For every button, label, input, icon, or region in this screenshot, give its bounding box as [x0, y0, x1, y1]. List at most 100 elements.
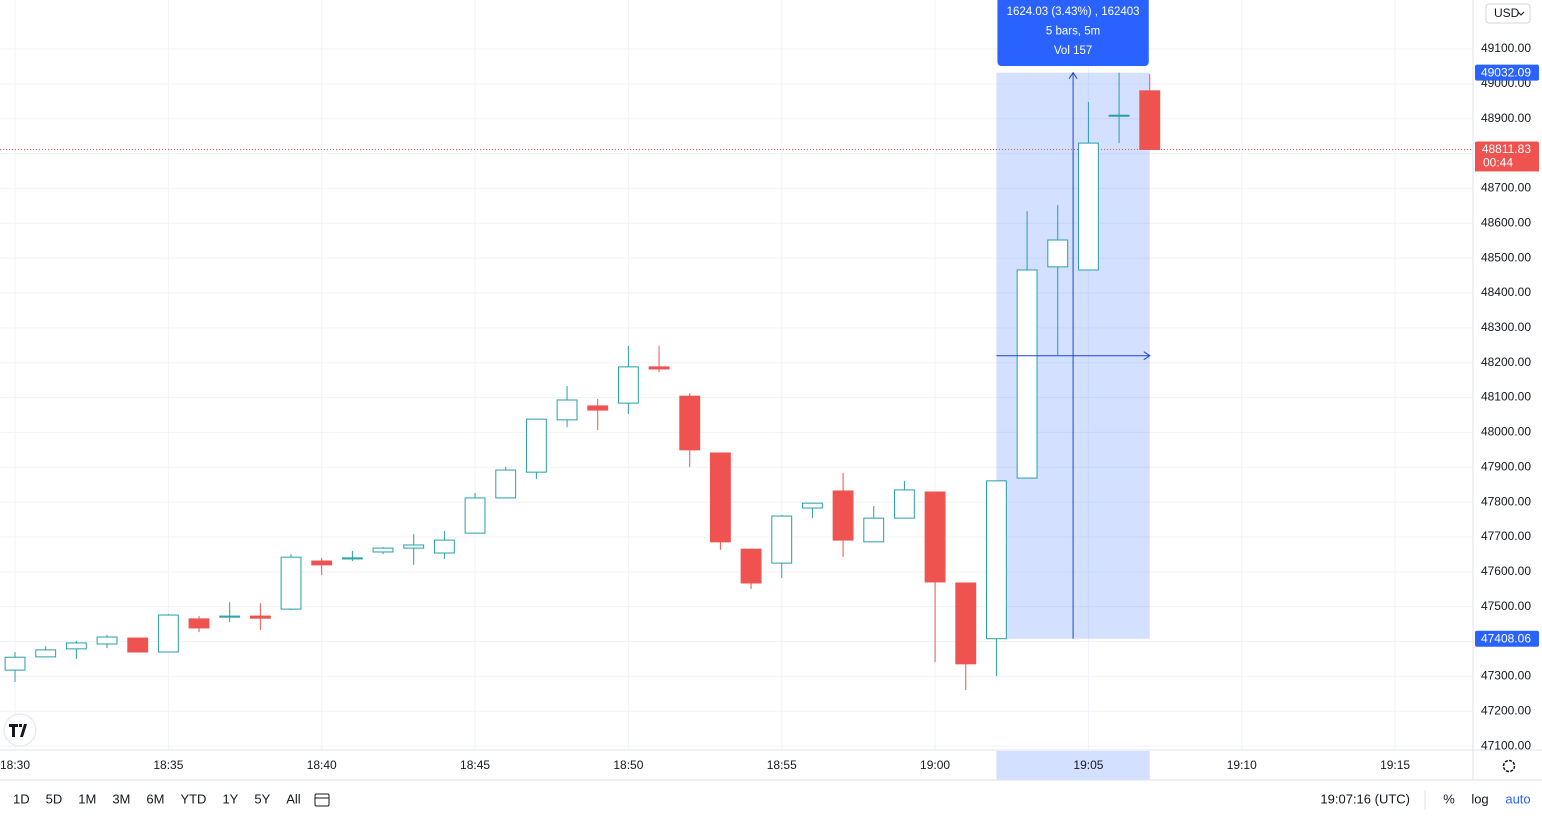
y-tick-label: 48500.00 [1481, 250, 1531, 264]
countdown-bg [1475, 156, 1539, 172]
x-tick-label: 19:10 [1227, 758, 1257, 772]
x-tick-label: 18:45 [460, 758, 490, 772]
candle-body [4, 656, 26, 671]
y-tick-label: 47500.00 [1481, 599, 1531, 613]
calendar-icon[interactable] [314, 793, 330, 807]
candle-body [219, 615, 241, 618]
candle-body [832, 490, 854, 541]
candle-body [709, 452, 731, 543]
candle-body [863, 517, 885, 543]
period-button[interactable]: All [286, 791, 301, 806]
currency: USD [1494, 6, 1520, 20]
y-tick-label: 47900.00 [1481, 459, 1531, 473]
period-button[interactable]: 3M [112, 791, 130, 806]
price-label-bg [1475, 630, 1539, 647]
price-label-bg [1475, 64, 1539, 81]
candle-body [740, 548, 762, 584]
y-tick-label: 47300.00 [1481, 669, 1531, 683]
measure-text: Vol 157 [1054, 45, 1092, 57]
candle-body [679, 395, 701, 451]
price-label: 49032.09 [1481, 65, 1531, 79]
y-tick-label: 47100.00 [1481, 738, 1531, 752]
candle-body [617, 366, 639, 404]
candle-body [188, 618, 210, 629]
measure-text: 1624.03 (3.43%) , 162403 [1007, 6, 1140, 18]
x-tick-label: 18:40 [307, 758, 337, 772]
candle-body [1077, 142, 1099, 271]
measure-tooltip [997, 0, 1149, 66]
y-tick-label: 47700.00 [1481, 529, 1531, 543]
period-button[interactable]: 5Y [254, 791, 270, 806]
x-tick-label: 19:00 [920, 758, 950, 772]
y-tick-label: 48100.00 [1481, 390, 1531, 404]
candle-body [893, 489, 915, 519]
candle-body [648, 366, 670, 370]
y-tick-label: 49100.00 [1481, 41, 1531, 55]
candle-body [1047, 239, 1069, 268]
y-tick-label: 47800.00 [1481, 494, 1531, 508]
candle-body [280, 556, 302, 610]
candle-body [403, 544, 425, 549]
y-tick-label: 47600.00 [1481, 564, 1531, 578]
candle-body [372, 547, 394, 553]
candle-body [311, 560, 333, 566]
logo [3, 713, 37, 747]
settings-icon[interactable] [1502, 759, 1516, 773]
grid [0, 0, 1473, 750]
x-tick-label: 18:55 [767, 758, 797, 772]
x-tick-label: 19:15 [1380, 758, 1410, 772]
period-button[interactable]: YTD [180, 791, 206, 806]
candle-body [801, 502, 823, 509]
y-tick-label: 48000.00 [1481, 425, 1531, 439]
y-tick-label: 48700.00 [1481, 181, 1531, 195]
price-label: 48811.83 [1482, 142, 1531, 156]
candle-body [1139, 90, 1161, 150]
clock: 19:07:16 (UTC) [1320, 791, 1410, 806]
period-button[interactable]: 1M [78, 791, 96, 806]
y-tick-label: 48900.00 [1481, 111, 1531, 125]
candle-body [96, 636, 118, 645]
y-tick-label: 47200.00 [1481, 703, 1531, 717]
period-button[interactable]: 1D [13, 791, 30, 806]
price-label-bg [1475, 141, 1539, 158]
candle-body [65, 642, 87, 650]
period-button[interactable]: 5D [46, 791, 63, 806]
arrow-head [1143, 351, 1151, 361]
countdown: 00:44 [1483, 156, 1513, 170]
y-tick-label: 48200.00 [1481, 355, 1531, 369]
candle-body [771, 515, 793, 564]
scale-option[interactable]: % [1443, 791, 1455, 806]
candle-body [127, 637, 149, 653]
measure-text: 5 bars, 5m [1046, 26, 1100, 38]
candle-body [341, 557, 363, 560]
y-tick-label: 48600.00 [1481, 215, 1531, 229]
period-button[interactable]: 1Y [222, 791, 238, 806]
time-range-highlight [996, 751, 1150, 780]
candle-body [464, 497, 486, 534]
candle-body [495, 469, 517, 499]
candle-body [525, 418, 547, 473]
y-tick-label: 48400.00 [1481, 285, 1531, 299]
candle-body [35, 649, 57, 658]
candle-body [157, 614, 179, 653]
candle-body [955, 582, 977, 665]
candle-body [1108, 114, 1130, 117]
candle-body [587, 405, 609, 411]
x-tick-label: 18:50 [613, 758, 643, 772]
candle-body [249, 615, 271, 619]
y-tick-label: 48300.00 [1481, 320, 1531, 334]
x-tick-label: 18:30 [0, 758, 30, 772]
scale-option[interactable]: log [1471, 791, 1488, 806]
candle-body [985, 480, 1007, 640]
scale-option[interactable]: auto [1505, 791, 1530, 806]
price-label: 47408.06 [1481, 631, 1531, 645]
period-button[interactable]: 6M [146, 791, 164, 806]
candle-body [556, 399, 578, 421]
chevron [1517, 11, 1525, 16]
candle-body [1016, 269, 1038, 479]
currency-button[interactable] [1485, 3, 1531, 24]
x-tick-label: 19:05 [1073, 758, 1103, 772]
arrow-head [1068, 71, 1078, 79]
candle-body [924, 491, 946, 583]
